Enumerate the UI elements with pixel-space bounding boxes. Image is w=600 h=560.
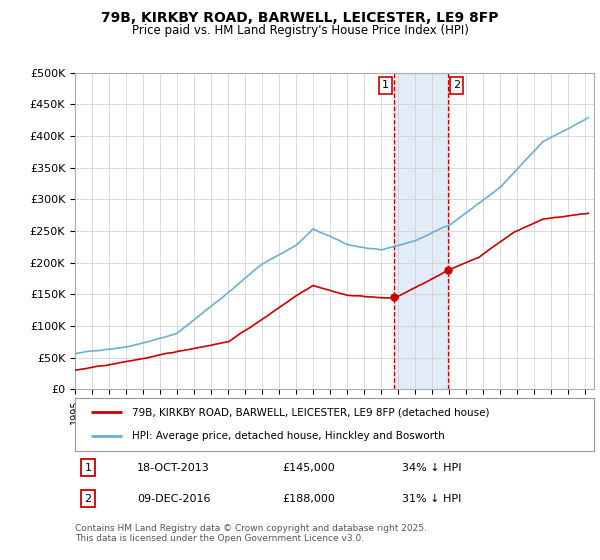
Text: 79B, KIRKBY ROAD, BARWELL, LEICESTER, LE9 8FP (detached house): 79B, KIRKBY ROAD, BARWELL, LEICESTER, LE…: [132, 408, 490, 418]
Text: HPI: Average price, detached house, Hinckley and Bosworth: HPI: Average price, detached house, Hinc…: [132, 431, 445, 441]
Text: Price paid vs. HM Land Registry's House Price Index (HPI): Price paid vs. HM Land Registry's House …: [131, 24, 469, 37]
Text: £145,000: £145,000: [283, 463, 335, 473]
Text: 18-OCT-2013: 18-OCT-2013: [137, 463, 210, 473]
Bar: [394, 73, 448, 389]
Text: 1: 1: [85, 463, 91, 473]
Text: 1: 1: [382, 81, 389, 91]
Text: 2: 2: [453, 81, 460, 91]
Text: 2: 2: [85, 494, 92, 503]
Text: £188,000: £188,000: [283, 494, 335, 503]
Text: 31% ↓ HPI: 31% ↓ HPI: [402, 494, 461, 503]
Text: Contains HM Land Registry data © Crown copyright and database right 2025.
This d: Contains HM Land Registry data © Crown c…: [75, 524, 427, 543]
Text: 34% ↓ HPI: 34% ↓ HPI: [402, 463, 461, 473]
Text: 09-DEC-2016: 09-DEC-2016: [137, 494, 211, 503]
Text: 79B, KIRKBY ROAD, BARWELL, LEICESTER, LE9 8FP: 79B, KIRKBY ROAD, BARWELL, LEICESTER, LE…: [101, 11, 499, 25]
